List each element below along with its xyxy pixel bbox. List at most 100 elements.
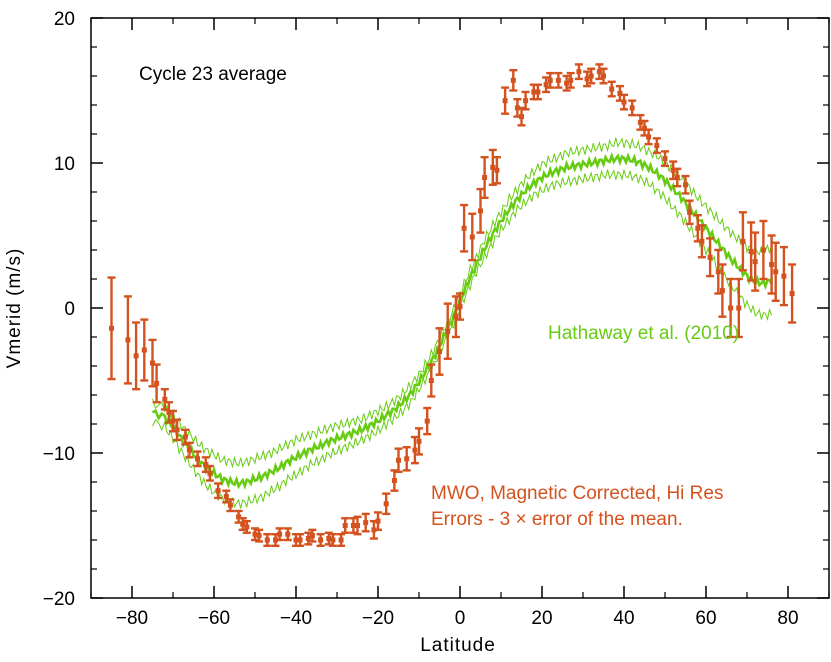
hathaway-series bbox=[151, 137, 773, 509]
x-tick-label: 80 bbox=[777, 608, 798, 629]
y-tick-label: −20 bbox=[43, 589, 75, 610]
mwo-point bbox=[255, 528, 264, 543]
mwo-point bbox=[185, 441, 194, 459]
mwo-marker bbox=[601, 73, 606, 79]
mwo-point bbox=[771, 241, 780, 302]
mwo-marker bbox=[154, 380, 160, 386]
mwo-marker bbox=[519, 114, 524, 120]
x-tick-label: 20 bbox=[531, 608, 552, 629]
mwo-marker bbox=[588, 73, 594, 79]
mwo-point bbox=[718, 263, 727, 318]
mwo-point bbox=[492, 155, 501, 185]
mwo-marker bbox=[141, 347, 147, 353]
mwo-marker bbox=[240, 521, 246, 527]
mwo-marker bbox=[555, 77, 561, 83]
hathaway-lower-bound bbox=[152, 169, 773, 509]
mwo-marker bbox=[654, 143, 660, 149]
mwo-point bbox=[620, 93, 628, 111]
mwo-marker bbox=[543, 82, 549, 88]
mwo-point bbox=[324, 531, 333, 546]
mwo-marker bbox=[670, 167, 676, 173]
mwo-point bbox=[427, 363, 436, 398]
mwo-marker bbox=[687, 209, 693, 215]
mwo-marker bbox=[396, 457, 401, 463]
mwo-point bbox=[341, 517, 350, 534]
mwo-marker bbox=[330, 537, 336, 543]
mwo-marker bbox=[150, 360, 155, 366]
mwo-marker bbox=[547, 77, 553, 83]
x-tick-label: −20 bbox=[362, 608, 394, 629]
x-tick-label: 0 bbox=[455, 608, 466, 629]
mwo-marker bbox=[223, 494, 229, 499]
mwo-marker bbox=[478, 208, 483, 214]
mwo-point bbox=[583, 70, 592, 88]
mwo-marker bbox=[207, 470, 213, 476]
mwo-marker bbox=[469, 234, 475, 240]
mwo-series bbox=[107, 63, 797, 547]
mwo-marker bbox=[170, 418, 176, 424]
x-axis: −80 −60 −40 −20 0 20 40 60 80 bbox=[90, 18, 830, 629]
mwo-marker bbox=[326, 536, 332, 542]
mwo-point bbox=[160, 388, 169, 411]
mwo-point bbox=[501, 86, 510, 115]
mwo-marker bbox=[621, 99, 627, 105]
mwo-marker bbox=[629, 105, 635, 111]
mwo-marker bbox=[769, 262, 775, 267]
mwo-point bbox=[685, 199, 694, 226]
mwo-point bbox=[759, 219, 768, 281]
mwo-point bbox=[747, 221, 756, 282]
mwo-marker bbox=[510, 77, 516, 83]
mwo-point bbox=[222, 489, 231, 504]
mwo-marker bbox=[264, 537, 270, 543]
mwo-point bbox=[693, 213, 702, 243]
mwo-point bbox=[517, 106, 526, 127]
mwo-point bbox=[374, 511, 382, 532]
mwo-marker bbox=[674, 175, 680, 180]
mwo-point bbox=[214, 482, 223, 500]
mwo-point bbox=[238, 517, 247, 532]
mwo-point bbox=[152, 363, 161, 404]
mwo-point bbox=[788, 263, 797, 324]
mwo-marker bbox=[457, 304, 463, 310]
mwo-point bbox=[382, 492, 391, 516]
mwo-marker bbox=[683, 182, 688, 188]
mwo-point bbox=[599, 67, 608, 85]
mwo-marker bbox=[412, 447, 418, 453]
mwo-marker bbox=[637, 119, 643, 125]
mwo-point bbox=[607, 80, 616, 98]
mwo-marker bbox=[736, 305, 742, 311]
mwo-marker bbox=[182, 434, 188, 440]
mwo-marker bbox=[719, 288, 725, 294]
mwo-point bbox=[533, 83, 542, 101]
mwo-marker bbox=[215, 488, 221, 494]
mwo-marker bbox=[662, 156, 668, 162]
mwo-point bbox=[263, 533, 272, 547]
mwo-marker bbox=[383, 501, 389, 507]
mwo-marker bbox=[748, 248, 754, 254]
mwo-marker bbox=[391, 478, 397, 484]
mwo-marker bbox=[371, 527, 377, 533]
y-axis-label: Vmerid (m/s) bbox=[4, 248, 25, 369]
mwo-point bbox=[767, 234, 776, 295]
mwo-point bbox=[251, 527, 259, 542]
mwo-marker bbox=[252, 531, 258, 537]
mwo-point bbox=[107, 276, 116, 381]
mwo-point bbox=[296, 533, 305, 547]
mwo-point bbox=[226, 498, 235, 513]
y-axis: −20 −10 0 10 20 bbox=[43, 9, 829, 610]
cycle-annotation: Cycle 23 average bbox=[139, 64, 287, 85]
y-tick-label: −10 bbox=[43, 444, 75, 465]
mwo-marker bbox=[363, 520, 369, 526]
mwo-marker bbox=[584, 76, 590, 82]
hathaway-mean-line bbox=[151, 151, 773, 491]
mwo-point bbox=[415, 427, 423, 456]
mwo-point bbox=[488, 148, 497, 186]
mwo-point bbox=[566, 71, 575, 89]
mwo-point bbox=[480, 155, 489, 200]
mwo-point bbox=[275, 527, 284, 542]
mwo-marker bbox=[773, 269, 779, 275]
mwo-point bbox=[443, 302, 452, 360]
mwo-marker bbox=[428, 378, 434, 383]
mwo-marker bbox=[576, 69, 582, 75]
mwo-point bbox=[337, 533, 346, 547]
